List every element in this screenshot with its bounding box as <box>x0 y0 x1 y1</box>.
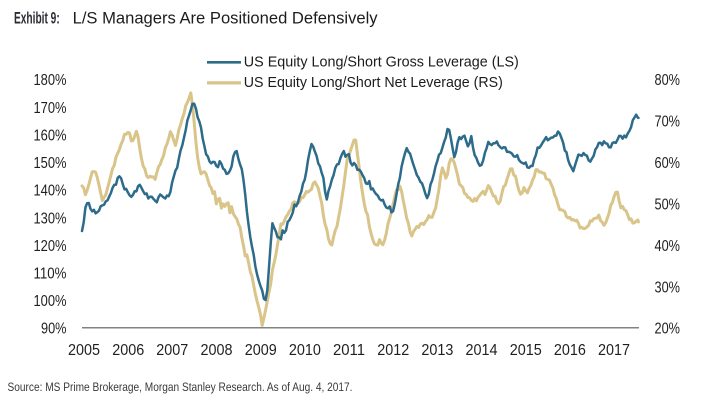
svg-text:2015: 2015 <box>510 342 542 359</box>
svg-text:2010: 2010 <box>289 342 321 359</box>
svg-text:70%: 70% <box>655 114 681 131</box>
svg-text:20%: 20% <box>655 321 681 338</box>
svg-text:30%: 30% <box>655 279 681 296</box>
svg-text:2014: 2014 <box>466 342 498 359</box>
svg-text:90%: 90% <box>41 321 67 338</box>
svg-text:110%: 110% <box>34 266 67 283</box>
svg-text:US Equity Long/Short Gross Lev: US Equity Long/Short Gross Leverage (LS) <box>244 54 519 71</box>
svg-text:US Equity Long/Short Net Lever: US Equity Long/Short Net Leverage (RS) <box>244 74 503 91</box>
svg-text:2012: 2012 <box>377 342 409 359</box>
svg-text:2013: 2013 <box>421 342 453 359</box>
svg-text:2017: 2017 <box>598 342 630 359</box>
svg-text:120%: 120% <box>34 238 67 255</box>
svg-text:160%: 160% <box>34 127 67 144</box>
svg-text:40%: 40% <box>655 238 681 255</box>
svg-text:100%: 100% <box>34 293 67 310</box>
svg-text:2005: 2005 <box>68 342 100 359</box>
svg-text:50%: 50% <box>655 196 681 213</box>
svg-text:2016: 2016 <box>554 342 586 359</box>
svg-text:Source: MS Prime Brokerage, Mo: Source: MS Prime Brokerage, Morgan Stanl… <box>8 380 353 394</box>
svg-text:80%: 80% <box>655 72 681 89</box>
svg-text:2006: 2006 <box>112 342 144 359</box>
svg-text:2008: 2008 <box>201 342 233 359</box>
svg-text:150%: 150% <box>34 155 67 172</box>
svg-text:140%: 140% <box>34 183 67 200</box>
svg-text:180%: 180% <box>34 72 67 89</box>
svg-text:130%: 130% <box>34 210 67 227</box>
svg-text:2011: 2011 <box>333 342 365 359</box>
svg-text:60%: 60% <box>655 155 681 172</box>
svg-text:2007: 2007 <box>156 342 188 359</box>
svg-text:Exhibit 9:: Exhibit 9: <box>14 10 60 28</box>
svg-text:2009: 2009 <box>245 342 277 359</box>
svg-text:170%: 170% <box>34 100 67 117</box>
svg-text:L/S Managers Are Positioned De: L/S Managers Are Positioned Defensively <box>73 10 379 28</box>
